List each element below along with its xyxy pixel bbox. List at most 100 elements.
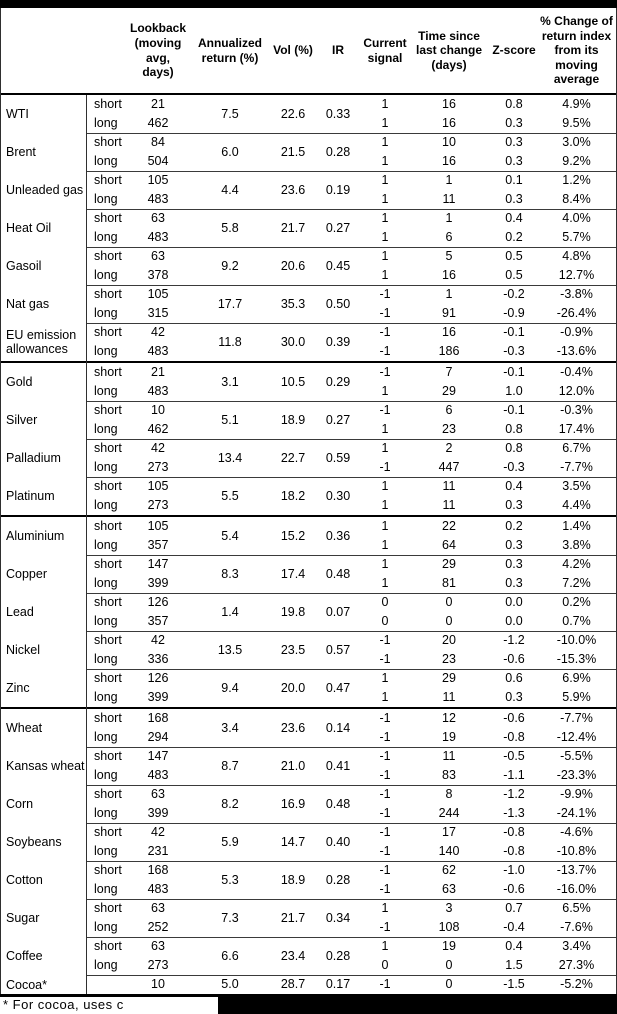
cell-current-signal: 1 <box>381 249 389 263</box>
cell-pct-change: 6.7% <box>562 441 591 455</box>
cell-lookback: 10 <box>151 403 165 417</box>
commodity-group-zinc: Zinc 9.4 20.0 0.47 short 126 1 29 0.6 6.9% long 399… <box>1 669 616 707</box>
cell-lookback: 168 <box>147 711 169 725</box>
cell-ir: 0.57 <box>325 642 351 657</box>
cell-annualized-return: 9.2 <box>221 258 239 273</box>
commodity-group-wheat: Wheat 3.4 23.6 0.14 short 168 -1 12 -0.6 -7.7% lon… <box>1 709 616 747</box>
cell-vol: 30.0 <box>280 334 306 349</box>
cell-position: short <box>94 787 122 801</box>
cell-zscore: 0.1 <box>505 173 523 187</box>
cell-zscore: 0.7 <box>505 901 523 915</box>
cell-annualized-return: 5.8 <box>221 220 239 235</box>
cell-lookback: 399 <box>147 806 169 820</box>
table-header-row: Lookback (moving avg, days) Annualized re… <box>1 8 616 95</box>
commodity-group-lead: Lead 1.4 19.8 0.07 short 126 0 0 0.0 0.2% long 357 0… <box>1 593 616 631</box>
cell-lookback: 357 <box>147 538 169 552</box>
cell-current-signal: 1 <box>381 230 389 244</box>
cell-time-since-change: 63 <box>442 882 456 896</box>
cell-vol: 19.8 <box>280 604 306 619</box>
cell-time-since-change: 19 <box>442 939 456 953</box>
cell-time-since-change: 16 <box>442 325 456 339</box>
cell-zscore: 0.2 <box>505 519 523 533</box>
cell-current-signal: -1 <box>379 652 391 666</box>
cell-position: short <box>94 825 122 839</box>
cell-ir: 0.36 <box>325 528 351 543</box>
cell-position: short <box>94 479 122 493</box>
commodity-name: Copper <box>6 567 47 581</box>
cell-zscore: -0.6 <box>503 652 525 666</box>
cell-zscore: 0.3 <box>505 498 523 512</box>
cell-pct-change: 9.2% <box>562 154 591 168</box>
cell-current-signal: -1 <box>379 768 391 782</box>
cell-lookback: 10 <box>151 977 165 991</box>
section-precious-metals: Gold 3.1 10.5 0.29 short 21 -1 7 -0.1 -0.4% long 48… <box>1 361 616 515</box>
cell-annualized-return: 8.3 <box>221 566 239 581</box>
cell-zscore: 0.5 <box>505 268 523 282</box>
section-energy: WTI 7.5 22.6 0.33 short 21 1 16 0.8 4.9% long 462 1 1… <box>1 95 616 361</box>
cell-pct-change: 12.0% <box>558 384 595 398</box>
cell-lookback: 84 <box>151 135 165 149</box>
commodity-group-palladium: Palladium 13.4 22.7 0.59 short 42 1 2 0.8 6.7% lon… <box>1 439 616 477</box>
commodity-group-gold: Gold 3.1 10.5 0.29 short 21 -1 7 -0.1 -0.4% long 48… <box>1 363 616 401</box>
cell-vol: 23.6 <box>280 182 306 197</box>
cell-position: long <box>94 882 118 896</box>
cell-zscore: 0.0 <box>505 595 523 609</box>
cell-ir: 0.48 <box>325 566 351 581</box>
cell-zscore: -0.1 <box>503 325 525 339</box>
cell-zscore: -0.5 <box>503 749 525 763</box>
cell-position: short <box>94 287 122 301</box>
cell-lookback: 231 <box>147 844 169 858</box>
commodity-signals-table: Lookback (moving avg, days) Annualized re… <box>0 8 617 994</box>
cell-time-since-change: 108 <box>438 920 460 934</box>
cell-current-signal: 1 <box>381 441 389 455</box>
cell-ir: 0.33 <box>325 106 351 121</box>
cell-ir: 0.48 <box>325 796 351 811</box>
cell-pct-change: 6.5% <box>562 901 591 915</box>
cell-zscore: -1.1 <box>503 768 525 782</box>
cell-pct-change: -15.3% <box>556 652 597 666</box>
cell-ir: 0.14 <box>325 720 351 735</box>
commodity-group-aluminium: Aluminium 5.4 15.2 0.36 short 105 1 22 0.2 1.4% lo… <box>1 517 616 555</box>
cell-annualized-return: 7.5 <box>221 106 239 121</box>
cell-position: short <box>94 939 122 953</box>
cell-lookback: 483 <box>147 882 169 896</box>
cell-vol: 10.5 <box>280 374 306 389</box>
cell-pct-change: 0.7% <box>562 614 591 628</box>
cell-pct-change: 17.4% <box>558 422 595 436</box>
cell-ir: 0.28 <box>325 872 351 887</box>
cell-current-signal: 1 <box>381 97 389 111</box>
commodity-name: Corn <box>6 797 34 811</box>
cell-vol: 20.0 <box>280 680 306 695</box>
cell-lookback: 63 <box>151 939 165 953</box>
cell-pct-change: 8.4% <box>562 192 591 206</box>
cell-annualized-return: 3.1 <box>221 374 239 389</box>
cell-vol: 28.7 <box>280 977 306 992</box>
cell-zscore: -1.5 <box>503 977 525 991</box>
commodity-group-corn: Corn 8.2 16.9 0.48 short 63 -1 8 -1.2 -9.9% long 39… <box>1 785 616 823</box>
cell-pct-change: -13.6% <box>556 344 597 358</box>
cell-position: short <box>94 557 122 571</box>
cell-position: long <box>94 230 118 244</box>
cell-ir: 0.07 <box>325 604 351 619</box>
cell-position: long <box>94 730 118 744</box>
cell-position: long <box>94 690 118 704</box>
cell-lookback: 483 <box>147 192 169 206</box>
commodity-group-unleaded-gas: Unleaded gas 4.4 23.6 0.19 short 105 1 1 0.1 1.2%… <box>1 171 616 209</box>
cell-lookback: 315 <box>147 306 169 320</box>
commodity-name: Wheat <box>6 721 43 735</box>
cell-time-since-change: 16 <box>442 268 456 282</box>
cell-zscore: 0.3 <box>505 576 523 590</box>
commodity-group-kansas-wheat: Kansas wheat 8.7 21.0 0.41 short 147 -1 11 -0.5 -… <box>1 747 616 785</box>
cell-current-signal: 1 <box>381 519 389 533</box>
cell-position: long <box>94 576 118 590</box>
cell-position: short <box>94 325 122 339</box>
cell-lookback: 63 <box>151 787 165 801</box>
cell-lookback: 105 <box>147 479 169 493</box>
cell-pct-change: -0.3% <box>560 403 593 417</box>
section-agriculture: Wheat 3.4 23.6 0.14 short 168 -1 12 -0.6 -7.7% lon… <box>1 707 616 994</box>
commodity-name: WTI <box>6 107 29 121</box>
cell-time-since-change: 23 <box>442 422 456 436</box>
cell-pct-change: -5.2% <box>560 977 593 991</box>
cell-time-since-change: 12 <box>442 711 456 725</box>
cell-pct-change: 6.9% <box>562 671 591 685</box>
